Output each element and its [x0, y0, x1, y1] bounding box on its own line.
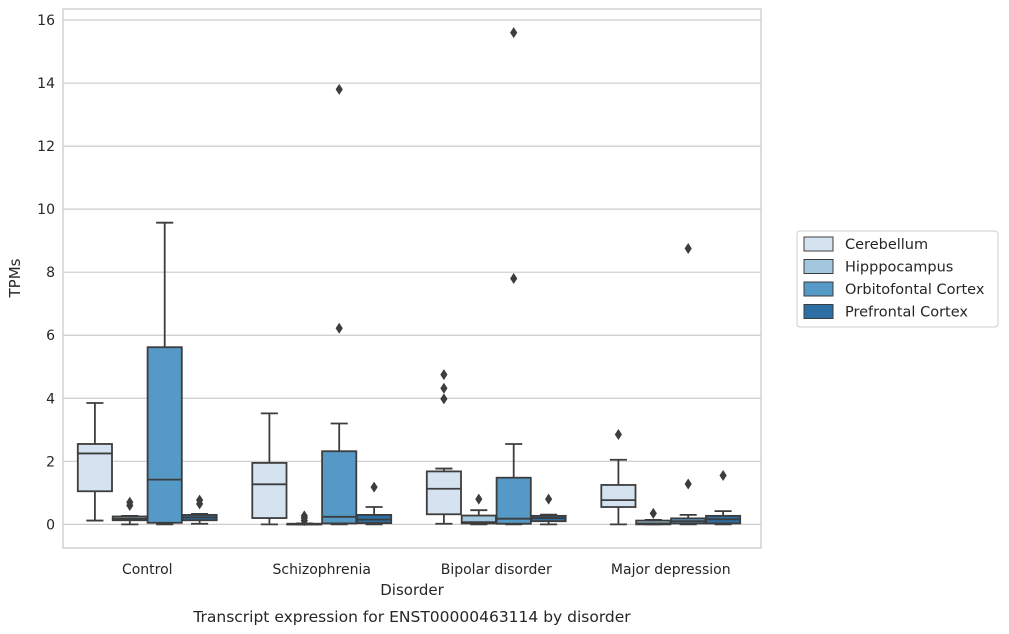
- box-group: [356, 481, 393, 526]
- legend-label: Hipppocampus: [845, 260, 953, 276]
- legend-label: Cerebellum: [845, 237, 928, 253]
- box-group: [530, 493, 567, 526]
- outlier-point: [335, 83, 343, 95]
- outlier-point: [440, 393, 448, 405]
- box-group: [635, 507, 672, 526]
- outlier-point: [510, 27, 518, 39]
- box: [321, 450, 358, 525]
- box-group: [600, 429, 637, 526]
- box-group: [251, 412, 288, 526]
- box-group: [460, 493, 497, 526]
- x-tick-label: Control: [122, 562, 173, 578]
- plot-frame: [62, 8, 762, 549]
- legend-swatch: [803, 304, 834, 319]
- y-tick-label: 10: [37, 202, 55, 218]
- box-group: [495, 27, 532, 526]
- box-group: [76, 402, 113, 522]
- x-tick-label: Major depression: [611, 562, 731, 578]
- outlier-point: [196, 494, 204, 506]
- box: [251, 461, 288, 519]
- outlier-point: [510, 273, 518, 284]
- legend-swatch: [803, 236, 834, 252]
- x-tick-labels: Control Schizophrenia Bipolar disorder Majo…: [122, 562, 731, 578]
- box-group: [670, 243, 707, 526]
- outlier-point: [684, 243, 692, 255]
- outlier-point: [335, 322, 343, 334]
- legend-swatch: [803, 259, 834, 274]
- outlier-point: [475, 493, 483, 505]
- chart-caption: Transcript expression for ENST0000046311…: [192, 608, 631, 626]
- y-tick-label: 6: [46, 328, 55, 344]
- x-axis-label: Disorder: [380, 581, 444, 599]
- box: [425, 470, 462, 516]
- box-group: [286, 510, 323, 527]
- x-tick-label: Schizophrenia: [273, 562, 371, 578]
- box: [146, 346, 183, 524]
- outlier-point: [545, 493, 553, 505]
- boxes: [76, 27, 742, 527]
- y-tick-label: 0: [46, 517, 55, 533]
- legend-label: Prefrontal Cortex: [845, 305, 968, 321]
- y-tick-label: 12: [37, 139, 55, 155]
- outlier-point: [370, 481, 378, 493]
- outlier-point: [649, 507, 657, 519]
- outlier-point: [300, 510, 308, 522]
- box: [76, 443, 113, 493]
- y-axis-label: TPMs: [6, 258, 24, 298]
- y-tick-label: 2: [46, 454, 55, 470]
- box-group: [146, 221, 183, 526]
- y-tick-label: 16: [37, 13, 55, 29]
- box: [495, 476, 532, 525]
- box-group: [111, 496, 148, 526]
- box-group: [425, 369, 462, 525]
- x-tick-label: Bipolar disorder: [441, 562, 552, 578]
- legend-swatch: [803, 281, 834, 297]
- outlier-point: [719, 470, 727, 482]
- outlier-point: [684, 478, 692, 490]
- y-tick-label: 14: [37, 76, 55, 92]
- box-group: [705, 470, 742, 526]
- box-group: [181, 494, 218, 525]
- legend-frame: [796, 230, 999, 328]
- outlier-point: [440, 382, 448, 394]
- outlier-point: [126, 496, 134, 508]
- y-tick-label: 4: [46, 391, 55, 407]
- outlier-point: [440, 369, 448, 381]
- legend: Cerebellum Hipppocampus Orbitofontal Corte…: [796, 230, 999, 328]
- y-tick-labels: 0 2 4 6 8 10 12 14 16: [37, 13, 55, 533]
- box: [600, 484, 637, 508]
- legend-label: Orbitofontal Cortex: [845, 282, 985, 298]
- outlier-point: [614, 429, 622, 441]
- y-tick-label: 8: [46, 265, 55, 281]
- box-group: [321, 83, 358, 526]
